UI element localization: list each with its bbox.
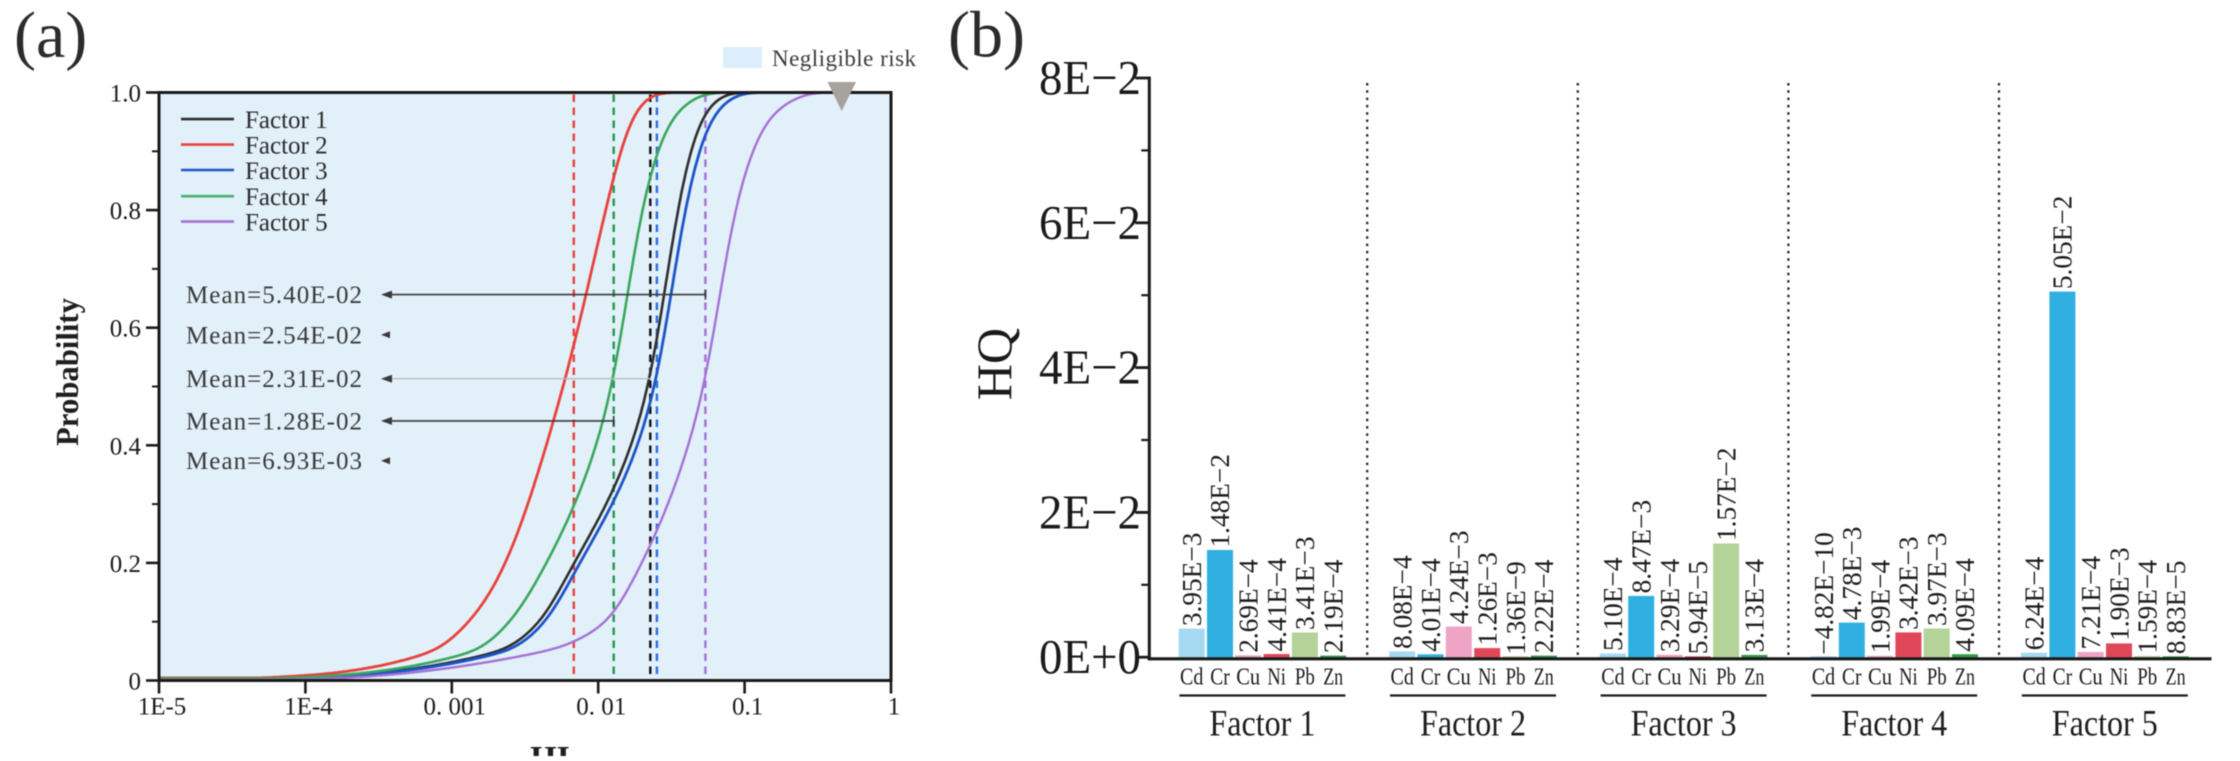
svg-text:8.83E−5: 8.83E−5: [2161, 561, 2191, 655]
svg-text:Pb: Pb: [1295, 665, 1315, 691]
svg-text:Factor 3: Factor 3: [1631, 704, 1737, 745]
svg-text:Mean=5.40E-02: Mean=5.40E-02: [186, 282, 362, 309]
svg-text:3.29E−4: 3.29E−4: [1655, 558, 1685, 652]
svg-text:0.8: 0.8: [110, 198, 141, 225]
svg-text:1.59E−4: 1.59E−4: [2133, 560, 2163, 654]
svg-text:8.08E−4: 8.08E−4: [1388, 555, 1418, 649]
svg-text:Cr: Cr: [1842, 665, 1862, 691]
svg-text:6.24E−4: 6.24E−4: [2019, 556, 2049, 650]
svg-text:4.24E−3: 4.24E−3: [1444, 531, 1474, 625]
svg-text:3.41E−3: 3.41E−3: [1290, 537, 1320, 631]
svg-text:1.0: 1.0: [110, 81, 141, 108]
svg-text:Cr: Cr: [1631, 665, 1651, 691]
svg-text:0.4: 0.4: [110, 433, 142, 460]
svg-text:Pb: Pb: [1716, 665, 1736, 691]
svg-text:1: 1: [888, 694, 901, 721]
svg-text:Factor 3: Factor 3: [245, 158, 328, 185]
svg-text:3.97E−3: 3.97E−3: [1922, 533, 1952, 627]
svg-text:5.10E−4: 5.10E−4: [1598, 557, 1628, 651]
svg-text:Cd: Cd: [1180, 665, 1203, 691]
svg-text:Mean=6.93E-03: Mean=6.93E-03: [186, 448, 362, 475]
svg-text:1.26E−3: 1.26E−3: [1473, 552, 1503, 646]
svg-text:Ni: Ni: [2110, 665, 2129, 691]
svg-text:−4.82E−10: −4.82E−10: [1809, 532, 1839, 655]
svg-text:1.57E−2: 1.57E−2: [1711, 448, 1741, 542]
svg-text:3.13E−4: 3.13E−4: [1740, 559, 1770, 653]
svg-text:Cu: Cu: [1658, 665, 1682, 691]
svg-text:Cd: Cd: [1601, 665, 1624, 691]
svg-text:Pb: Pb: [1927, 665, 1947, 691]
svg-text:4.41E−4: 4.41E−4: [1262, 558, 1292, 652]
svg-text:1.99E−4: 1.99E−4: [1865, 559, 1895, 653]
svg-text:8.47E−3: 8.47E−3: [1627, 500, 1657, 594]
svg-text:Zn: Zn: [1534, 665, 1554, 691]
svg-text:2E−2: 2E−2: [1039, 484, 1141, 539]
svg-text:Cu: Cu: [1447, 665, 1471, 691]
svg-text:Factor 5: Factor 5: [2052, 704, 2158, 745]
svg-text:Ni: Ni: [1478, 665, 1497, 691]
svg-text:0: 0: [129, 669, 142, 696]
svg-text:Probability: Probability: [49, 298, 85, 446]
svg-text:1E-5: 1E-5: [138, 694, 187, 721]
svg-text:Factor 2: Factor 2: [1420, 704, 1526, 745]
svg-text:Factor 1: Factor 1: [1209, 704, 1315, 745]
svg-text:0.1: 0.1: [732, 694, 763, 721]
svg-text:Zn: Zn: [1744, 665, 1764, 691]
svg-text:Zn: Zn: [1955, 665, 1975, 691]
svg-text:HQ: HQ: [966, 328, 1022, 400]
svg-text:0.2: 0.2: [110, 551, 141, 578]
svg-text:Cu: Cu: [1868, 665, 1892, 691]
svg-text:8E−2: 8E−2: [1039, 50, 1141, 105]
svg-text:(b): (b): [948, 0, 1025, 72]
svg-text:2.22E−4: 2.22E−4: [1529, 559, 1559, 653]
svg-text:Cu: Cu: [1236, 665, 1260, 691]
svg-text:(a): (a): [14, 0, 87, 72]
svg-text:6E−2: 6E−2: [1039, 195, 1141, 250]
svg-text:1.48E−2: 1.48E−2: [1205, 454, 1235, 548]
svg-text:Pb: Pb: [1506, 665, 1526, 691]
svg-text:Pb: Pb: [2137, 665, 2157, 691]
svg-text:3.95E−3: 3.95E−3: [1177, 533, 1207, 627]
svg-text:Factor 4: Factor 4: [1841, 704, 1947, 745]
svg-text:5.05E−2: 5.05E−2: [2048, 196, 2078, 290]
svg-text:3.42E−3: 3.42E−3: [1894, 536, 1924, 630]
svg-text:4.78E−3: 4.78E−3: [1837, 527, 1867, 621]
svg-text:Cd: Cd: [1391, 665, 1414, 691]
svg-text:0. 01: 0. 01: [576, 694, 626, 721]
svg-text:7.21E−4: 7.21E−4: [2076, 556, 2106, 650]
svg-text:Mean=2.31E-02: Mean=2.31E-02: [186, 366, 362, 393]
svg-text:Mean=1.28E-02: Mean=1.28E-02: [186, 408, 362, 435]
svg-text:4.09E−4: 4.09E−4: [1950, 558, 1980, 652]
svg-text:4E−2: 4E−2: [1039, 340, 1141, 395]
svg-text:Zn: Zn: [1323, 665, 1343, 691]
svg-text:Cr: Cr: [1421, 665, 1441, 691]
svg-text:0. 001: 0. 001: [424, 694, 487, 721]
svg-text:5.94E−5: 5.94E−5: [1683, 561, 1713, 655]
svg-text:2.19E−4: 2.19E−4: [1319, 559, 1349, 653]
svg-text:Cd: Cd: [1812, 665, 1835, 691]
svg-text:Ni: Ni: [1689, 665, 1708, 691]
svg-text:2.69E−4: 2.69E−4: [1234, 559, 1264, 653]
svg-text:Cr: Cr: [2053, 665, 2073, 691]
svg-text:Factor 4: Factor 4: [245, 184, 328, 211]
svg-text:1.90E−3: 1.90E−3: [2104, 547, 2134, 641]
svg-text:Cr: Cr: [1210, 665, 1230, 691]
svg-text:4.01E−4: 4.01E−4: [1416, 558, 1446, 652]
svg-text:Cu: Cu: [2079, 665, 2103, 691]
svg-text:Factor 5: Factor 5: [245, 210, 328, 237]
svg-text:Negligible risk: Negligible risk: [772, 46, 917, 71]
svg-text:Mean=2.54E-02: Mean=2.54E-02: [186, 322, 362, 349]
svg-text:1E-4: 1E-4: [284, 694, 333, 721]
svg-text:Zn: Zn: [2166, 665, 2186, 691]
svg-text:Factor 2: Factor 2: [245, 133, 328, 160]
svg-text:Cd: Cd: [2022, 665, 2045, 691]
svg-text:Ni: Ni: [1899, 665, 1918, 691]
svg-text:0.6: 0.6: [110, 316, 141, 343]
svg-text:1.36E−9: 1.36E−9: [1501, 561, 1531, 655]
svg-text:0E+0: 0E+0: [1039, 629, 1141, 684]
svg-text:HI: HI: [530, 740, 570, 756]
svg-text:Ni: Ni: [1267, 665, 1286, 691]
svg-text:Factor 1: Factor 1: [245, 107, 328, 134]
